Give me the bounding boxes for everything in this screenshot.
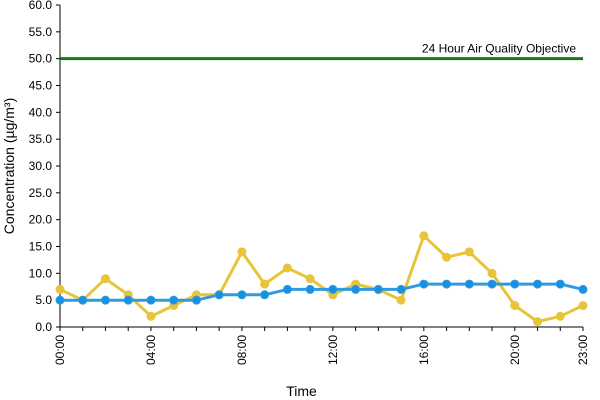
series-2-point	[282, 284, 292, 294]
series-1-point	[282, 263, 292, 273]
series-2-point	[123, 295, 133, 305]
y-tick-label: 5.0	[35, 293, 52, 307]
y-tick-label: 50.0	[29, 52, 53, 66]
series-1-point	[442, 252, 452, 262]
series-1-point	[510, 301, 520, 311]
y-tick-label: 55.0	[29, 25, 53, 39]
series-1-point	[55, 284, 65, 294]
y-tick-label: 15.0	[29, 240, 53, 254]
x-tick-label: 20:00	[508, 335, 522, 365]
series-2-point	[328, 284, 338, 294]
series-1-point	[396, 295, 406, 305]
series-2-point	[214, 290, 224, 300]
x-tick-label: 23:00	[576, 335, 590, 365]
series-1-point	[237, 247, 247, 257]
series-2-point	[169, 295, 179, 305]
x-tick-label: 00:00	[53, 335, 67, 365]
series-2-point	[237, 290, 247, 300]
series-2-point	[464, 279, 474, 289]
series-1-point	[464, 247, 474, 257]
y-axis-title: Concentration (µg/m³)	[1, 98, 17, 234]
x-tick-label: 12:00	[326, 335, 340, 365]
series-2-point	[442, 279, 452, 289]
y-tick-label: 20.0	[29, 213, 53, 227]
y-tick-label: 40.0	[29, 105, 53, 119]
series-2-point	[510, 279, 520, 289]
series-layer	[55, 231, 588, 327]
labels-layer: 0.0 5.0 10.0 15.0 20.0 25.0 30.0 35.0 40.0 45.0 50…	[29, 0, 590, 365]
series-1-point	[260, 279, 270, 289]
y-tick-label: 35.0	[29, 132, 53, 146]
series-1-point	[305, 274, 315, 284]
series-2-point	[555, 279, 565, 289]
x-tick-label: 04:00	[144, 335, 158, 365]
series-line-1	[59, 234, 584, 324]
series-1-point	[555, 311, 565, 321]
y-tick-label: 30.0	[29, 159, 53, 173]
axes	[56, 4, 584, 331]
series-2-point	[373, 284, 383, 294]
series-2-point	[100, 295, 110, 305]
x-axis-title: Time	[286, 383, 317, 399]
series-1-point	[100, 274, 110, 284]
y-tick-label: 60.0	[29, 0, 53, 12]
y-tick-label: 25.0	[29, 186, 53, 200]
series-1-point	[533, 317, 543, 327]
series-2-point	[351, 284, 361, 294]
series-2-point	[578, 284, 588, 294]
y-tick-label: 0.0	[35, 320, 52, 334]
series-2-point	[55, 295, 65, 305]
series-2-point	[396, 284, 406, 294]
y-tick-label: 45.0	[29, 79, 53, 93]
series-2-point	[260, 290, 270, 300]
series-2-point	[146, 295, 156, 305]
series-1-point	[419, 231, 429, 241]
objective-layer: 24 Hour Air Quality Objective	[60, 42, 583, 61]
series-2-point	[419, 279, 429, 289]
series-2-point	[487, 279, 497, 289]
series-2-point	[78, 295, 88, 305]
series-1-point	[578, 301, 588, 311]
x-tick-label: 08:00	[235, 335, 249, 365]
x-tick-label: 16:00	[417, 335, 431, 365]
objective-label: 24 Hour Air Quality Objective	[422, 42, 576, 56]
y-tick-label: 10.0	[29, 266, 53, 280]
series-1-point	[146, 311, 156, 321]
series-2-point	[305, 284, 315, 294]
series-1-point	[487, 268, 497, 278]
series-2-point	[191, 295, 201, 305]
series-2-point	[533, 279, 543, 289]
